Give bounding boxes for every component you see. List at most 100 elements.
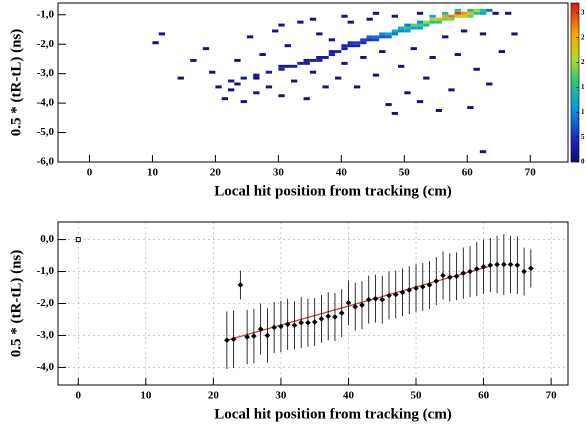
heatmap-cell [297,61,304,65]
heatmap-cell [265,85,273,89]
colorbar-tick-label: 1 [581,108,585,116]
heatmap-cell [284,44,291,48]
marker [467,268,473,275]
marker [75,237,81,243]
heatmap-cell [278,94,285,98]
heatmap-cell [429,14,436,18]
heatmap-cell [158,32,166,36]
heatmap-cell [316,32,323,36]
heatmap-cell [360,56,367,59]
heatmap-cell [209,70,216,74]
marker [291,322,298,329]
heatmap-cell [448,88,455,92]
x-tick-label: 50 [399,167,411,179]
y-tick-label: -5,0 [37,126,55,138]
heatmap-cell [486,82,493,86]
heatmap-cell [423,20,430,24]
x-tick-label: 70 [546,390,558,402]
heatmap-cell [353,85,361,89]
marker [284,321,291,328]
marker [494,261,500,268]
marker [298,319,304,326]
heatmap-cell [372,38,380,42]
heatmap-cell [442,14,449,18]
heatmap-cell [265,70,273,74]
heatmap-cell [460,14,468,18]
heatmap-cell [391,29,398,33]
heatmap-cell [442,17,449,21]
heatmap-cell [152,41,159,45]
heatmap-cell [454,8,461,12]
heatmap-cell [404,23,411,27]
heatmap-cell [442,11,449,15]
y-tick-label: -1,0 [37,265,55,277]
y-tick-label: -2,0 [37,38,55,50]
marker [237,282,244,288]
heatmap-cell [234,58,241,62]
heatmap-cell [341,61,348,65]
heatmap-cell [398,26,405,30]
heatmap-cell [372,35,380,39]
heatmap-cell [460,11,468,15]
marker [386,292,392,299]
heatmap-cell [316,56,323,59]
marker [406,287,413,293]
heatmap-cell [246,35,254,39]
y-tick-label: -4,0 [37,97,55,109]
heatmap-cell [278,67,285,71]
heatmap-cell [309,17,317,21]
heatmap-cell [309,58,317,62]
heatmap-cell [479,11,487,15]
y-tick-label: -2,0 [37,297,55,309]
x-tick-label: 70 [525,167,537,179]
heatmap-cell [479,150,487,154]
heatmap-cell [467,14,474,18]
heatmap-cell [322,85,329,89]
colorbar-tick-label: 1 [581,83,585,91]
heatmap-cell [492,11,499,15]
marker [528,265,534,272]
marker [318,316,325,322]
heatmap-cell [416,11,424,15]
x-tick-label: 0 [87,167,93,179]
heatmap-cell [303,58,310,62]
marker [399,289,406,296]
marker [264,332,271,339]
heatmap-cell [309,70,317,74]
heatmap-cell [372,11,380,15]
heatmap-cell [486,8,493,12]
heatmap-cell [366,35,373,39]
heatmap-cell [429,17,436,21]
heatmap-cell [454,11,461,15]
x-axis-title: Local hit position from tracking (cm) [214,183,452,199]
y-tick-label: -6,0 [37,156,55,168]
heatmap-cell [410,47,417,51]
heatmap-cell [429,56,436,59]
heatmap-cell [328,50,336,54]
heatmap-cell [404,29,411,33]
heatmap-cell [303,61,310,65]
marker [413,285,419,291]
heatmap-cell [467,106,474,109]
plot-frame-border [57,2,569,163]
heatmap-cell [416,100,424,104]
marker [365,296,372,303]
x-tick-label: 10 [140,390,152,402]
marker [278,323,284,330]
colorbar [570,2,580,163]
heatmap-cell [303,97,310,101]
marker [521,268,527,275]
y-tick-label: -1,0 [37,8,55,20]
heatmap-cell [498,50,506,54]
heatmap-cell [221,97,228,101]
heatmap-cell [410,26,417,30]
heatmap-cell [379,35,386,39]
marker [446,274,453,281]
heatmap-cell [448,17,455,21]
heatmap-cell [360,38,367,42]
heatmap-cell [385,35,392,39]
y-axis-title: 0.5 * (tR-tL) (ns) [8,29,24,136]
marker [419,284,426,290]
colorbar-tick-label: 5 [581,133,585,141]
